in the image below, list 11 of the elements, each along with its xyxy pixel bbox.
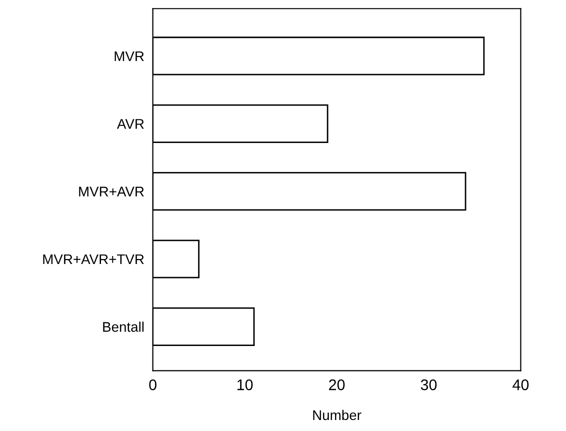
y-tick-label: Bentall <box>103 322 144 332</box>
y-tick-label: MVR+AVR <box>79 186 144 196</box>
y-tick-label: MVR+AVR+TVR <box>43 254 144 264</box>
x-tick-label: 10 <box>237 379 253 390</box>
x-axis-title: Number <box>313 410 362 420</box>
x-tick-label: 40 <box>512 379 529 390</box>
y-tick-label: AVR <box>116 119 144 129</box>
x-tick-label: 0 <box>149 379 156 390</box>
x-tick-label: 30 <box>420 379 437 390</box>
x-tick-label: 20 <box>329 379 345 390</box>
y-tick-label: MVR <box>114 51 144 62</box>
